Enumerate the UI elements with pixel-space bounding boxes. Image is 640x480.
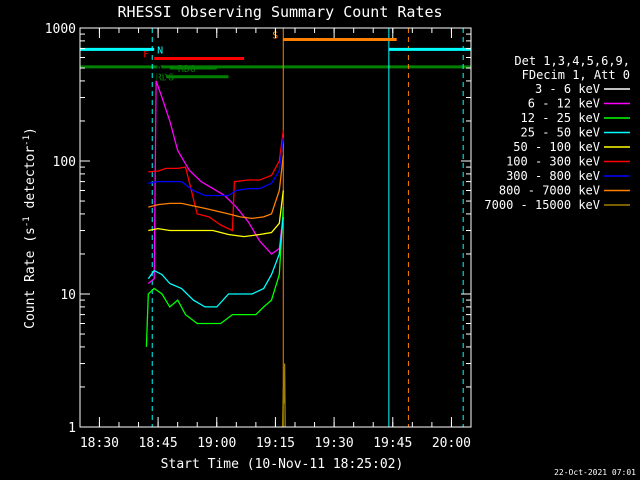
legend-label-3: 25 - 50 keV (521, 126, 600, 140)
series-line-0 (147, 62, 284, 272)
legend-label-6: 300 - 800 keV (506, 169, 600, 183)
series-line-6 (148, 137, 284, 197)
flag-label-f: F (143, 49, 149, 60)
series-line-8 (281, 363, 286, 428)
legend-header-line-1: Det 1,3,4,5,6,9, (514, 54, 630, 68)
flag-label-rd0: RD0 (178, 64, 196, 75)
x-tick-label-0: 18:30 (80, 436, 119, 451)
y-axis-label: Count Rate (s-1 detector-1) (22, 127, 38, 329)
y-tick-label-0: 1 (68, 421, 76, 436)
series-line-3 (147, 216, 284, 308)
axes: 1 10 100 1000 18:30 18:45 19:00 19:15 19:30 19:45… (45, 22, 472, 451)
y-label-sup-1: -1 (22, 216, 32, 227)
x-tick-label-6: 20:00 (432, 436, 471, 451)
legend-label-8: 7000 - 15000 keV (484, 198, 600, 212)
x-tick-label-2: 19:00 (197, 436, 236, 451)
legend-label-2: 12 - 25 keV (521, 111, 600, 125)
series-line-7 (148, 155, 284, 220)
flag-label-n: N (157, 45, 163, 56)
legend-label-0: 3 - 6 keV (535, 82, 600, 96)
x-tick-label-4: 19:30 (315, 436, 354, 451)
chart-title: RHESSI Observing Summary Count Rates (117, 3, 442, 21)
series-line-5 (148, 130, 284, 232)
footer-timestamp: 22-Oct-2021 07:01 (554, 468, 636, 477)
series-line-2 (145, 207, 284, 347)
x-tick-label-1: 18:45 (139, 436, 178, 451)
y-tick-label-1: 10 (60, 288, 76, 303)
legend: Det 1,3,4,5,6,9, FDecim 1, Att 0 3 - 6 k… (484, 54, 630, 212)
y-label-end: ) (23, 127, 38, 135)
series-line-4 (148, 190, 284, 238)
y-tick-label-2: 100 (53, 155, 76, 170)
series-line-1 (147, 80, 284, 285)
y-label-mid: detector (23, 146, 38, 217)
legend-label-1: 6 - 12 keV (528, 97, 600, 111)
y-label-main: Count Rate (s (23, 227, 38, 329)
flag-label-rd6: RD6 (156, 73, 174, 84)
legend-label-5: 100 - 300 keV (506, 155, 600, 169)
legend-label-4: 50 - 100 keV (513, 140, 600, 154)
legend-label-7: 800 - 7000 keV (499, 184, 600, 198)
y-tick-label-3: 1000 (45, 22, 76, 37)
x-axis-label: Start Time (10-Nov-11 18:25:02) (161, 457, 404, 472)
x-tick-label-3: 19:15 (256, 436, 295, 451)
legend-header-line-2: FDecim 1, Att 0 (522, 68, 630, 82)
y-label-sup-2: -1 (22, 135, 32, 146)
x-tick-label-5: 19:45 (373, 436, 412, 451)
